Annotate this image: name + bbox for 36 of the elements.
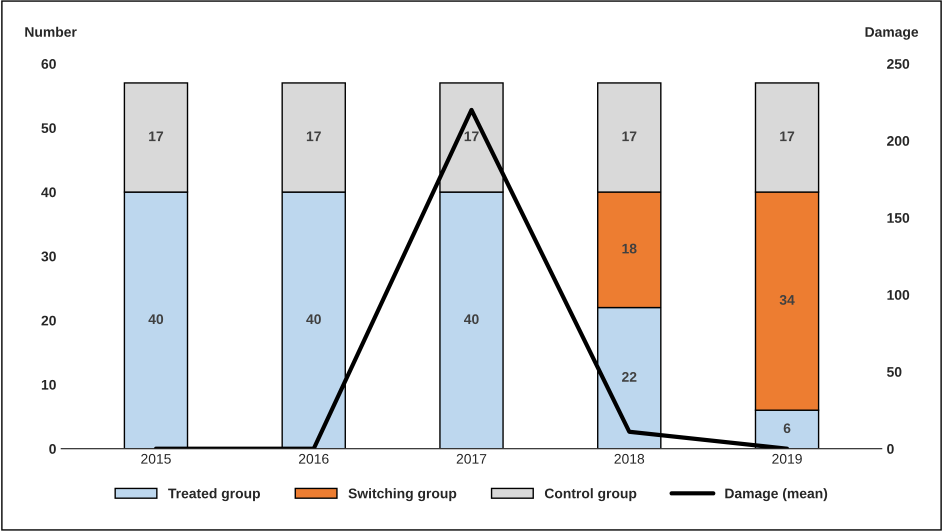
data-label: 40	[464, 314, 479, 324]
y-tick-label: 0	[49, 444, 56, 454]
y-tick-label: 10	[42, 380, 56, 390]
x-tick-label: 2016	[298, 454, 329, 464]
y2-tick-label: 100	[887, 290, 910, 300]
legend-label: Control group	[544, 488, 636, 502]
y2-tick-label: 150	[887, 213, 910, 223]
data-label: 34	[780, 295, 795, 305]
data-label: 18	[622, 244, 637, 254]
y2-tick-label: 0	[887, 444, 894, 454]
data-label: 40	[148, 314, 164, 324]
y-tick-label: 40	[41, 187, 56, 198]
y2-tick-label: 200	[887, 136, 910, 146]
data-label: 17	[622, 132, 636, 142]
y2-tick-label: 50	[886, 367, 902, 377]
y2-axis-title: Damage	[866, 27, 918, 40]
y2-tick-label: 250	[887, 59, 910, 69]
legend-label: Damage (mean)	[725, 488, 828, 502]
y-tick-label: 20	[41, 316, 56, 326]
data-label: 6	[784, 423, 790, 434]
x-tick-label: 2015	[141, 454, 171, 464]
data-label: 40	[306, 314, 321, 324]
data-label: 22	[622, 372, 636, 382]
data-label: 17	[464, 132, 479, 142]
y-tick-label: 30	[41, 252, 56, 262]
data-label: 17	[780, 132, 794, 142]
y-axis-title: Number	[25, 26, 77, 37]
y-tick-label: 50	[41, 123, 56, 134]
y-tick-label: 60	[41, 59, 56, 69]
legend-label: Treated group	[168, 488, 260, 502]
legend-label: Switching group	[348, 488, 456, 502]
data-label: 17	[149, 132, 164, 142]
data-label: 17	[306, 132, 321, 142]
x-tick-label: 2017	[456, 454, 486, 464]
x-tick-label: 2019	[772, 454, 802, 464]
x-tick-label: 2018	[614, 454, 644, 464]
